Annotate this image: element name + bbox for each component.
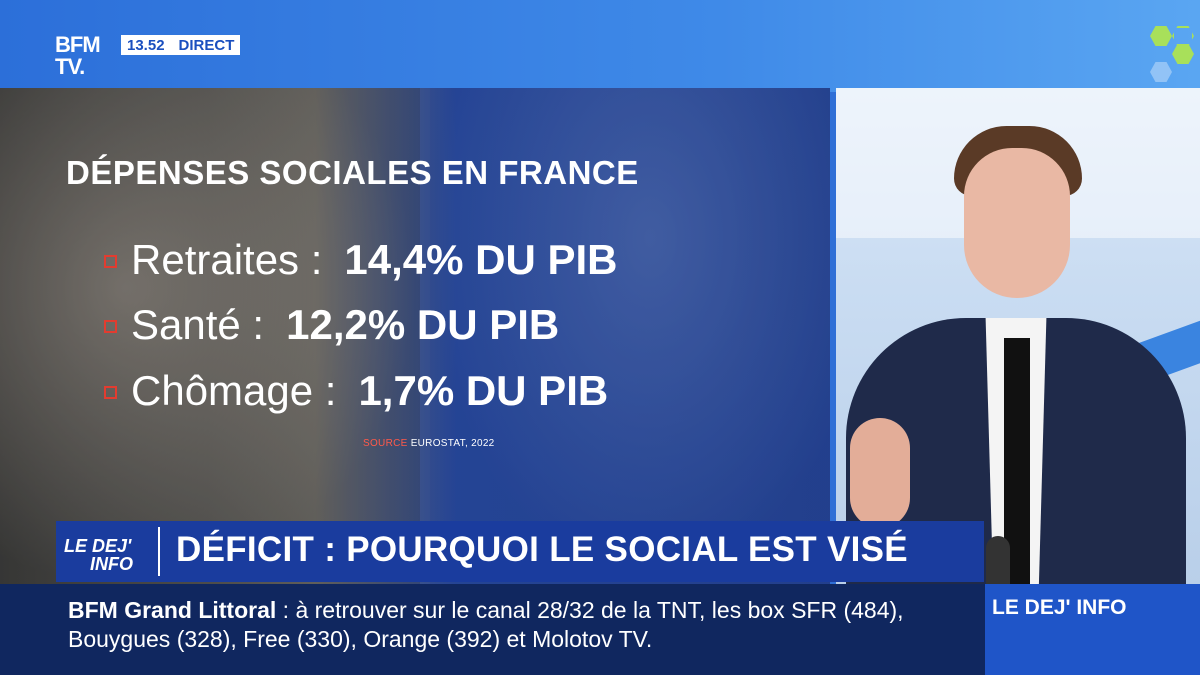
show-logo: LE DEJ' INFO (60, 527, 160, 576)
show-logo-line1: LE DEJ' (64, 536, 132, 556)
background-photo-left (0, 88, 420, 588)
stat-row-sante: Santé : 12,2% DU PIB (104, 301, 559, 349)
show-name-box (985, 584, 1200, 675)
stat-value: 14,4% DU PIB (344, 236, 618, 283)
source-note: SOURCE EUROSTAT, 2022 (363, 438, 495, 449)
clock-time: 13.52 (127, 36, 165, 54)
stat-value: 1,7% DU PIB (358, 367, 609, 414)
logo-line1: BFM (55, 32, 101, 57)
show-logo-line2: INFO (90, 554, 133, 574)
background-photo-right (430, 88, 830, 588)
presenter-video (836, 88, 1200, 588)
infographic-panel: DÉPENSES SOCIALES EN FRANCE Retraites : … (0, 88, 830, 588)
stat-label: Retraites : (131, 236, 323, 283)
news-ticker (0, 584, 985, 675)
ticker-channel: BFM Grand Littoral (68, 597, 277, 623)
stat-row-retraites: Retraites : 14,4% DU PIB (104, 236, 618, 284)
presenter-head (964, 148, 1070, 298)
stat-label: Chômage : (131, 367, 337, 414)
headline-text: DÉFICIT : POURQUOI LE SOCIAL EST VISÉ (176, 530, 908, 569)
headline-bar (56, 521, 984, 582)
hexagon-decoration-icon (1172, 26, 1194, 46)
show-name: LE DEJ' INFO (992, 596, 1127, 619)
microphone-icon (986, 536, 1010, 588)
stat-row-chomage: Chômage : 1,7% DU PIB (104, 367, 608, 415)
top-bar: BFM TV. 13.52 DIRECT (0, 0, 1200, 92)
presenter-hand (850, 418, 910, 528)
ticker-text: BFM Grand Littoral : à retrouver sur le … (68, 596, 968, 654)
hexagon-decoration-icon (1150, 26, 1172, 46)
live-badge: 13.52 DIRECT (121, 35, 241, 55)
background-dim (0, 88, 830, 588)
bullet-icon (104, 386, 117, 399)
hexagon-decoration-icon (1172, 44, 1194, 64)
stat-label: Santé : (131, 301, 265, 348)
logo-line2: TV. (55, 54, 85, 79)
stat-value: 12,2% DU PIB (286, 301, 560, 348)
bullet-icon (104, 255, 117, 268)
source-label: SOURCE (363, 438, 408, 449)
ticker-message: : à retrouver sur le canal 28/32 de la T… (68, 597, 904, 652)
channel-logo: BFM TV. (55, 34, 115, 84)
source-value: EUROSTAT, 2022 (410, 438, 495, 449)
hexagon-decoration-icon (1150, 62, 1172, 82)
bullet-icon (104, 320, 117, 333)
infographic-title: DÉPENSES SOCIALES EN FRANCE (66, 154, 639, 191)
live-label: DIRECT (178, 36, 235, 54)
